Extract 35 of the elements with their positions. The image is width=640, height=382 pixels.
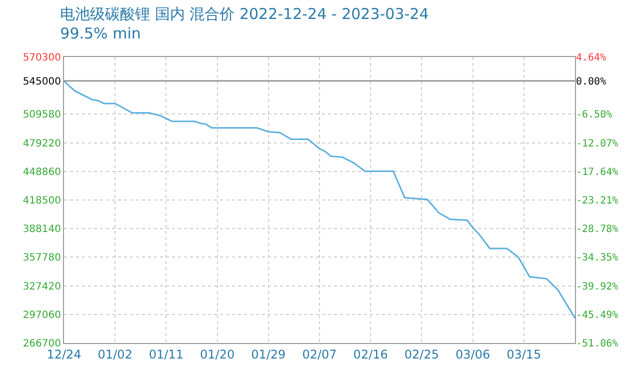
- y2-tick-label: -39.92%: [576, 281, 618, 292]
- y2-tick-label: -6.50%: [576, 110, 612, 121]
- x-tick-label: 03/06: [456, 347, 490, 362]
- y-tick-label: 388140: [22, 224, 61, 236]
- y-tick-label: 509580: [22, 110, 61, 121]
- y2-tick-label: 4.64%: [576, 52, 606, 64]
- y-tick-label: 418500: [22, 196, 61, 206]
- line-series: [64, 80, 575, 319]
- chart-subtitle: 99.5% min: [60, 24, 141, 43]
- y2-tick-label: -12.07%: [576, 138, 618, 150]
- y-tick-label: 479220: [22, 138, 61, 150]
- x-tick-label: 01/11: [148, 347, 184, 362]
- chart-title: 电池级碳酸锂 国内 混合价 2022-12-24 - 2023-03-24: [60, 5, 429, 24]
- y-tick-label: 297060: [22, 310, 61, 321]
- y2-tick-label: -34.35%: [576, 252, 618, 264]
- y-tick-label: 545000: [22, 76, 61, 88]
- x-tick-label: 01/29: [251, 347, 286, 362]
- y-tick-label: 448860: [22, 166, 61, 178]
- y-tick-label: 327420: [22, 281, 61, 292]
- y2-tick-label: -28.78%: [576, 224, 618, 236]
- y2-tick-label: -17.64%: [576, 166, 618, 178]
- y-tick-label: 570300: [22, 52, 61, 64]
- y2-tick-label: -45.49%: [576, 310, 618, 321]
- y2-tick-label: -23.21%: [576, 196, 618, 206]
- x-tick-label: 01/20: [200, 347, 235, 362]
- x-tick-label: 02/16: [353, 347, 388, 362]
- x-tick-label: 02/07: [302, 347, 337, 362]
- x-tick-label: 12/24: [46, 347, 82, 362]
- y2-tick-label: -51.06%: [576, 338, 618, 350]
- x-tick-label: 02/25: [404, 347, 439, 362]
- x-tick-label: 03/15: [506, 347, 542, 362]
- y2-tick-label: 0.00%: [576, 76, 606, 88]
- y-tick-label: 266700: [22, 338, 61, 350]
- y-tick-label: 357780: [22, 252, 61, 264]
- x-tick-label: 01/02: [98, 347, 132, 362]
